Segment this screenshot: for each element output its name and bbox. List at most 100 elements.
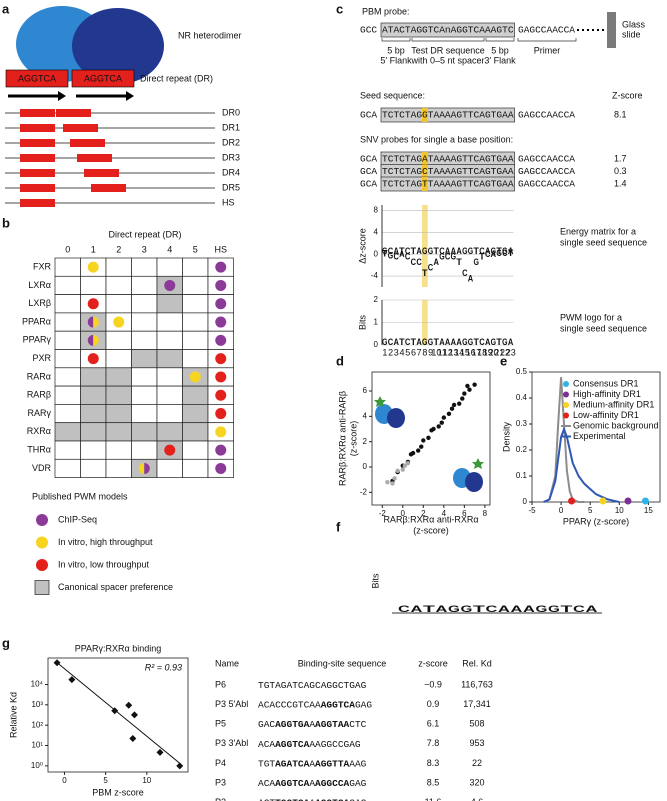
- cell: [54, 275, 81, 295]
- cell: [54, 440, 81, 460]
- model-dot: [215, 371, 227, 383]
- logo-letter: A: [445, 337, 451, 347]
- cell: [54, 367, 81, 387]
- logo-letter: C: [462, 268, 468, 278]
- bracket: [411, 38, 485, 42]
- cell: [54, 404, 81, 424]
- column-label: 5: [193, 244, 198, 254]
- row-name: P6: [215, 679, 226, 689]
- plot-frame: [47, 657, 189, 773]
- legend-label: In vitro, high throughput: [58, 537, 153, 547]
- cell: [156, 458, 183, 478]
- x-tick-label: 5: [405, 347, 410, 357]
- highlight: [422, 177, 428, 191]
- x-tick-label: 17: [471, 347, 481, 357]
- table-header: z-score: [418, 658, 448, 668]
- x-tick-label: 13: [448, 347, 458, 357]
- point: [68, 676, 76, 684]
- x-tick-label: 5: [588, 506, 593, 515]
- x-tick-label: 18: [477, 347, 487, 357]
- logo-letter: G: [461, 604, 473, 614]
- logo-letter: C: [573, 604, 586, 614]
- sequence: GCA: [360, 110, 377, 121]
- logo-letter: G: [502, 337, 507, 347]
- x-tick-label: 7: [417, 347, 422, 357]
- point: [408, 452, 414, 457]
- point: [130, 711, 138, 719]
- arrow-head: [58, 91, 66, 101]
- cell: [131, 257, 158, 277]
- point: [176, 762, 184, 770]
- logo-letter: C: [398, 604, 411, 614]
- label: Direct repeat (DR): [108, 229, 181, 239]
- sequence-part: AGGTCA: [275, 738, 310, 749]
- logo-letter: A: [416, 337, 422, 347]
- point: [472, 382, 477, 387]
- column-label: 0: [65, 244, 70, 254]
- logo-letter: G: [536, 604, 548, 614]
- model-dot: [87, 316, 94, 328]
- sequence-part: ACACCCGTCAA: [258, 699, 321, 710]
- logo-letter: T: [496, 246, 502, 256]
- point: [436, 424, 441, 429]
- sequence: GCC: [360, 25, 377, 36]
- logo-letter: A: [508, 246, 514, 256]
- half-site-label: AGGTCA: [84, 73, 122, 83]
- sequence-part: A: [309, 719, 315, 730]
- y-tick-label: 2: [374, 295, 379, 304]
- sequence: GAGCCAACCA: [518, 110, 575, 121]
- icon-star: [472, 458, 484, 469]
- sequence-part: AGGTAA: [315, 719, 350, 730]
- r-squared: R² = 0.93: [145, 662, 182, 672]
- cell: [54, 312, 81, 332]
- rel-kd: 320: [469, 777, 484, 787]
- z-score: 6.1: [427, 719, 440, 729]
- logo-letter: G: [388, 251, 393, 261]
- y-tick-label: 0.5: [516, 367, 528, 376]
- repeat-bar: [20, 184, 55, 192]
- rel-kd: 22: [472, 758, 482, 768]
- cell: [105, 385, 132, 405]
- z-score: 7.8: [427, 738, 440, 748]
- x-tick-label: 19: [483, 347, 493, 357]
- point: [125, 701, 133, 709]
- cell: [105, 458, 132, 478]
- sequence-part: GAG: [355, 699, 372, 710]
- logo-letter: G: [502, 246, 507, 256]
- sequence: TCTCTAGCTAAAAGTTCAGTGAA: [382, 166, 514, 177]
- logo-letter: T: [433, 246, 439, 256]
- point: [415, 448, 421, 453]
- y-tick-label: -4: [371, 271, 379, 280]
- x-tick-label: 9: [428, 347, 433, 357]
- label: Z-score: [612, 90, 643, 100]
- x-tick-label: 0: [62, 776, 67, 785]
- logo-letter: T: [474, 246, 480, 256]
- sequence-part: AGGTCA: [321, 699, 356, 710]
- cell: [182, 312, 209, 332]
- row-label: RARα: [27, 371, 51, 381]
- legend-label: Low-affinity DR1: [573, 410, 639, 420]
- y-tick-label: 0: [374, 340, 379, 349]
- rel-kd: 508: [469, 719, 484, 729]
- x-tick-label: 16: [466, 347, 476, 357]
- logo-letter: A: [416, 246, 422, 256]
- point: [457, 401, 462, 406]
- rel-kd: 17,341: [463, 699, 491, 709]
- y-tick-label: 10²: [31, 720, 43, 729]
- cell: [54, 385, 81, 405]
- point: [451, 402, 457, 408]
- label: Published PWM models: [32, 491, 128, 501]
- point: [385, 480, 390, 485]
- sequence-part: AAGGCCGAG: [309, 738, 361, 749]
- binding-sequence: TGTAGATCAAAGGTTAAAG: [258, 758, 367, 769]
- cell: [156, 422, 183, 442]
- logo-letter: C: [486, 604, 499, 614]
- model-dot: [215, 298, 227, 310]
- binding-sequence: ACAAGGTCAAAGGCCAGAG: [258, 778, 367, 789]
- axis-title: PBM z-score: [92, 787, 144, 797]
- axis-title: Bits: [370, 573, 380, 589]
- logo-letter: G: [491, 337, 496, 347]
- cell: [156, 385, 183, 405]
- highlight: [422, 205, 428, 287]
